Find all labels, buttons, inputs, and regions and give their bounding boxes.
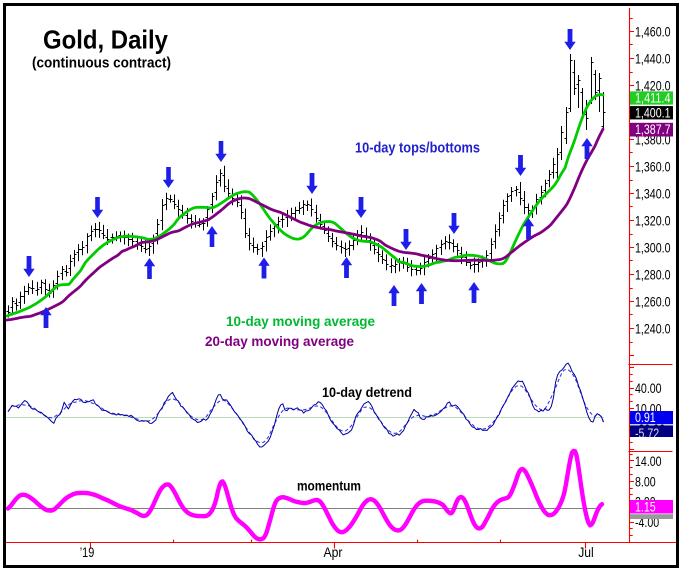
svg-text:’19: ’19 bbox=[80, 544, 95, 560]
svg-text:1,411.4: 1,411.4 bbox=[635, 90, 671, 106]
svg-text:1,400.1: 1,400.1 bbox=[635, 104, 671, 120]
svg-text:-5.72: -5.72 bbox=[635, 425, 659, 441]
svg-text:(continuous contract): (continuous contract) bbox=[32, 56, 171, 72]
svg-text:1.15: 1.15 bbox=[635, 498, 656, 514]
svg-text:1,300.0: 1,300.0 bbox=[635, 240, 671, 256]
svg-text:momentum: momentum bbox=[297, 478, 361, 494]
svg-text:1,360.0: 1,360.0 bbox=[635, 159, 671, 175]
svg-text:10-day tops/bottoms: 10-day tops/bottoms bbox=[355, 140, 480, 157]
svg-text:10-day moving average: 10-day moving average bbox=[226, 313, 375, 329]
svg-text:1,340.0: 1,340.0 bbox=[635, 186, 671, 202]
svg-text:20-day moving average: 20-day moving average bbox=[205, 333, 354, 349]
svg-text:1,440.0: 1,440.0 bbox=[635, 51, 671, 67]
svg-text:0.91: 0.91 bbox=[635, 409, 656, 425]
svg-text:1,420.0: 1,420.0 bbox=[635, 78, 671, 94]
svg-text:1,240.0: 1,240.0 bbox=[635, 321, 671, 337]
svg-text:8.00: 8.00 bbox=[635, 473, 656, 489]
svg-text:Gold, Daily: Gold, Daily bbox=[43, 25, 168, 55]
svg-text:40.00: 40.00 bbox=[635, 380, 662, 396]
svg-text:1,460.0: 1,460.0 bbox=[635, 24, 671, 40]
svg-text:1,387.7: 1,387.7 bbox=[635, 121, 671, 137]
svg-text:14.00: 14.00 bbox=[635, 453, 662, 469]
svg-text:Apr: Apr bbox=[324, 544, 343, 560]
svg-text:1,280.0: 1,280.0 bbox=[635, 267, 671, 283]
svg-text:10-day detrend: 10-day detrend bbox=[322, 384, 412, 400]
svg-text:1,260.0: 1,260.0 bbox=[635, 294, 671, 310]
svg-text:Jul: Jul bbox=[578, 544, 594, 560]
svg-text:1,320.0: 1,320.0 bbox=[635, 213, 671, 229]
